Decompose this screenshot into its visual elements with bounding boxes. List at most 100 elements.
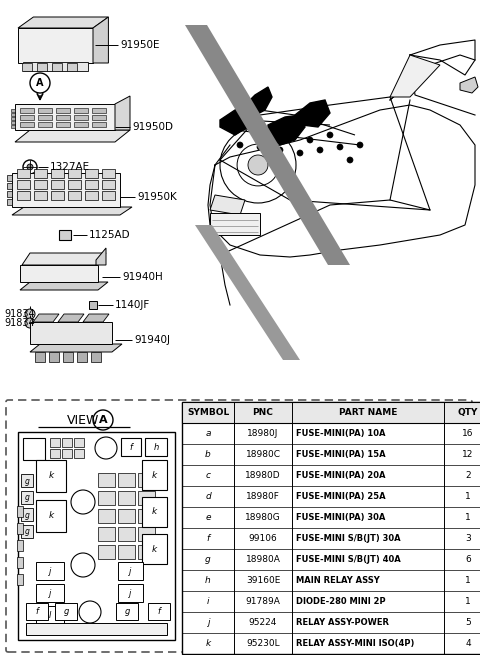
Polygon shape <box>83 314 109 322</box>
Bar <box>210 213 260 235</box>
Bar <box>74 122 88 127</box>
Bar <box>20 122 34 127</box>
Text: e: e <box>205 513 211 522</box>
Bar <box>118 562 143 580</box>
Bar <box>7 191 12 197</box>
Bar <box>116 603 138 620</box>
Text: 18980C: 18980C <box>245 450 280 459</box>
Text: h: h <box>154 443 158 451</box>
Circle shape <box>337 144 343 150</box>
FancyBboxPatch shape <box>6 400 472 652</box>
Text: RELAY ASSY-MINI ISO(4P): RELAY ASSY-MINI ISO(4P) <box>296 639 414 648</box>
Circle shape <box>347 157 353 163</box>
Text: 1140JF: 1140JF <box>115 300 150 310</box>
Text: 1: 1 <box>465 576 471 585</box>
Polygon shape <box>93 17 108 63</box>
Bar <box>23 62 88 71</box>
Bar <box>118 527 135 541</box>
Bar <box>91 352 101 362</box>
Circle shape <box>25 309 35 319</box>
Bar <box>77 352 87 362</box>
Bar <box>92 115 106 120</box>
Text: j: j <box>49 567 51 576</box>
Bar <box>74 115 88 120</box>
Polygon shape <box>58 314 84 322</box>
Bar <box>37 63 47 71</box>
Text: 1: 1 <box>465 492 471 501</box>
Polygon shape <box>390 55 440 97</box>
Bar <box>36 606 64 624</box>
Polygon shape <box>15 130 130 142</box>
Bar <box>85 169 98 178</box>
Bar <box>17 540 23 551</box>
Bar <box>52 63 62 71</box>
Text: 4: 4 <box>465 639 471 648</box>
Bar <box>36 460 66 492</box>
Text: j: j <box>207 618 209 627</box>
Bar <box>17 506 23 517</box>
Bar <box>36 584 64 602</box>
Text: 1: 1 <box>465 513 471 522</box>
Bar <box>68 169 81 178</box>
Bar <box>21 525 33 538</box>
Bar <box>55 603 77 620</box>
Bar <box>35 352 45 362</box>
Bar <box>148 603 170 620</box>
Bar <box>102 169 115 178</box>
Text: 1125AD: 1125AD <box>89 230 131 240</box>
Text: d: d <box>205 492 211 501</box>
Text: j: j <box>129 567 131 576</box>
Polygon shape <box>295 100 330 127</box>
Text: 18980F: 18980F <box>246 492 280 501</box>
Polygon shape <box>12 207 132 215</box>
Text: k: k <box>151 508 156 517</box>
Text: 2: 2 <box>465 471 471 480</box>
Bar <box>11 113 15 116</box>
Circle shape <box>297 150 303 156</box>
Text: 6: 6 <box>465 555 471 564</box>
Bar <box>26 623 167 635</box>
Bar <box>18 432 175 640</box>
Bar <box>49 352 59 362</box>
Text: FUSE-MINI(PA) 15A: FUSE-MINI(PA) 15A <box>296 450 385 459</box>
Text: k: k <box>151 470 156 479</box>
Circle shape <box>248 155 268 175</box>
Bar <box>102 191 115 200</box>
Text: k: k <box>48 472 54 481</box>
Text: 18980G: 18980G <box>245 513 281 522</box>
Text: g: g <box>24 510 29 519</box>
Text: k: k <box>48 512 54 521</box>
Bar <box>74 438 84 447</box>
Bar <box>11 121 15 124</box>
Bar <box>56 108 70 113</box>
Polygon shape <box>20 282 108 290</box>
Circle shape <box>327 132 333 138</box>
Bar <box>138 473 155 487</box>
Text: FUSE-MINI(PA) 25A: FUSE-MINI(PA) 25A <box>296 492 385 501</box>
Text: 1327AE: 1327AE <box>50 162 90 172</box>
Bar <box>118 509 135 523</box>
Bar <box>38 108 52 113</box>
Bar <box>17 557 23 568</box>
Circle shape <box>357 142 363 148</box>
Bar <box>98 545 115 559</box>
Bar <box>118 473 135 487</box>
Text: f: f <box>130 443 132 451</box>
Text: j: j <box>49 588 51 597</box>
Bar <box>22 63 32 71</box>
Circle shape <box>25 318 35 328</box>
Text: 91950E: 91950E <box>120 40 159 50</box>
Bar <box>85 180 98 189</box>
Text: a: a <box>205 429 211 438</box>
Polygon shape <box>33 314 59 322</box>
Bar <box>118 545 135 559</box>
Text: l: l <box>49 610 51 620</box>
Polygon shape <box>96 248 106 265</box>
Text: 39160E: 39160E <box>246 576 280 585</box>
Bar <box>145 438 167 456</box>
Text: g: g <box>205 555 211 564</box>
Bar <box>68 180 81 189</box>
Bar <box>142 460 167 490</box>
Bar <box>7 199 12 205</box>
Polygon shape <box>30 344 122 352</box>
